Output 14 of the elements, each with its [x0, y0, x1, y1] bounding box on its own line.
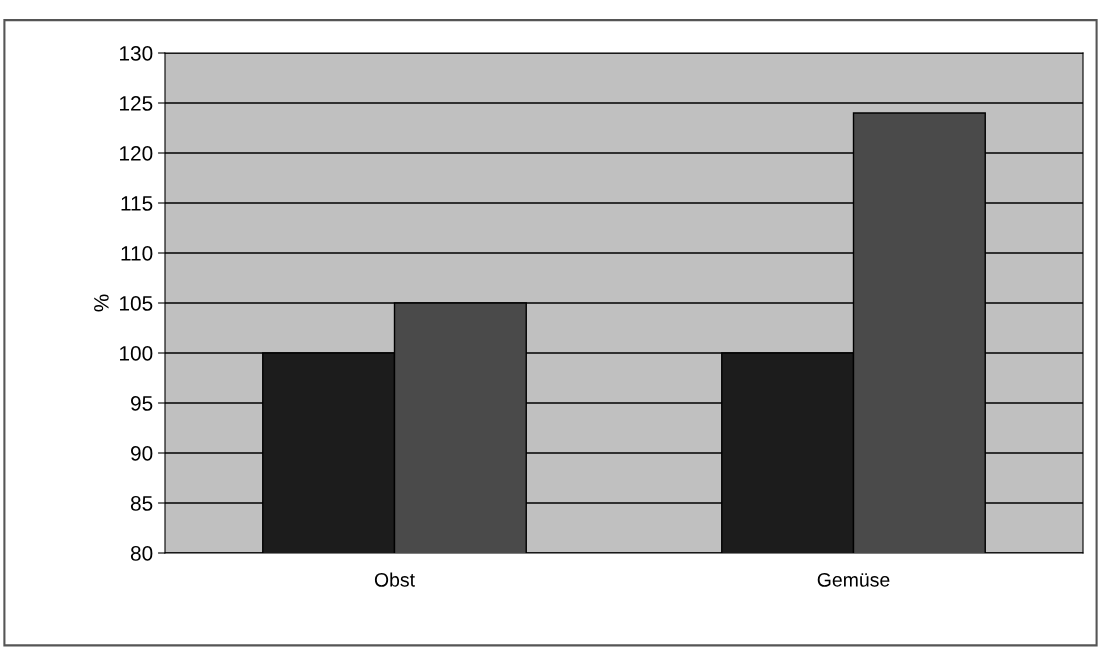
y-tick-label: 80: [130, 546, 153, 561]
y-tick-label: 95: [131, 396, 153, 411]
y-tick-label: 85: [130, 496, 153, 511]
y-tick-label: 90: [131, 446, 153, 461]
y-tick-label: 105: [120, 296, 153, 311]
y-tick-label: 125: [120, 96, 153, 111]
y-tick-label: 110: [121, 246, 153, 261]
y-axis-title: %: [94, 294, 109, 312]
x-tick-label: Obst: [374, 572, 415, 587]
y-tick-label: 115: [121, 196, 153, 211]
y-tick-label: 130: [120, 46, 153, 61]
y-tick-label: 120: [120, 146, 153, 161]
x-tick-label: Gemüse: [817, 572, 890, 587]
y-tick-label: 100: [120, 346, 153, 361]
